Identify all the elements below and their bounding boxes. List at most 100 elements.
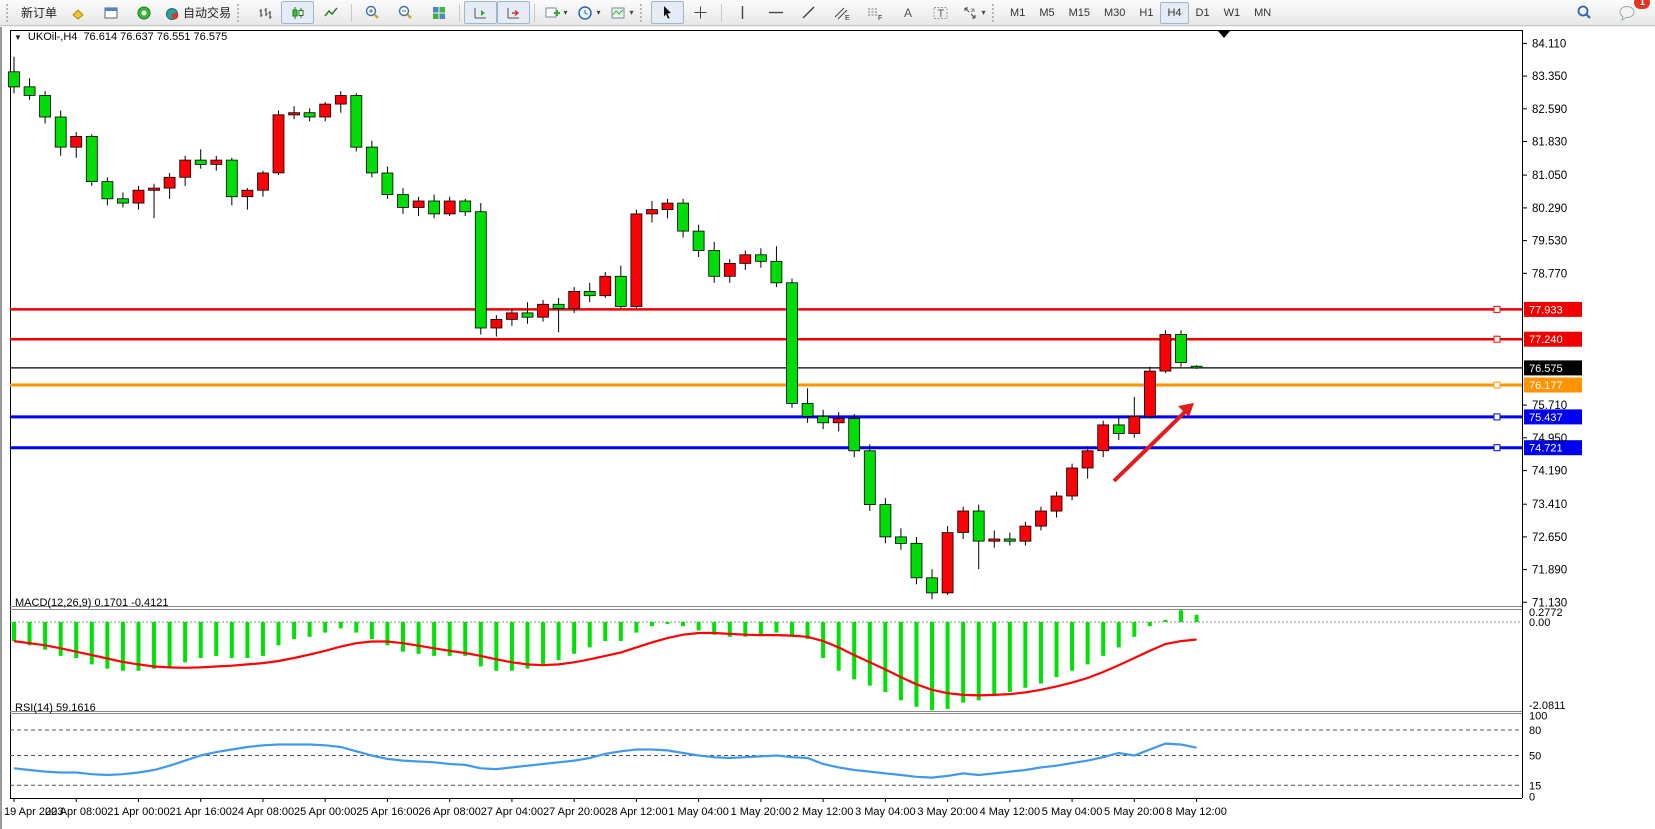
templates-menu-button[interactable]: ▾ <box>605 1 638 24</box>
horizontal-line-tool-button[interactable] <box>759 1 792 24</box>
macd-scale-label: -2.0811 <box>1529 700 1566 712</box>
candle-up <box>288 112 301 116</box>
chart-shift-button[interactable] <box>497 1 531 24</box>
zoom-in-button[interactable] <box>356 1 389 24</box>
timeframe-D1[interactable]: D1 <box>1195 6 1210 19</box>
add-indicator-icon <box>544 5 560 21</box>
text-label-icon: T <box>932 5 949 21</box>
market-watch-button[interactable] <box>61 1 94 24</box>
timeframe-M1[interactable]: M1 <box>1010 6 1026 19</box>
timeframe-W1[interactable]: W1 <box>1223 6 1241 19</box>
price-axis-label: 81.050 <box>1532 170 1567 182</box>
candle-down <box>225 159 238 198</box>
arrows-tool-button[interactable]: ▾ <box>957 1 990 24</box>
crosshair-tool-button[interactable] <box>684 1 717 24</box>
candlestick-chart-button[interactable] <box>281 1 315 24</box>
time-axis-label: 21 Apr 00:00 <box>107 806 169 818</box>
price-axis-label: 75.710 <box>1532 400 1567 412</box>
time-axis-label: 3 May 20:00 <box>917 806 978 818</box>
price-line-label: 74.721 <box>1524 440 1582 456</box>
hline-anchor[interactable] <box>1493 305 1501 313</box>
zoom-out-button[interactable] <box>389 1 422 24</box>
bar-chart-button[interactable] <box>248 1 281 24</box>
svg-text:A: A <box>904 6 912 20</box>
new-order-button[interactable]: 新订单 <box>17 1 61 24</box>
indicators-menu-button[interactable]: ▾ <box>539 1 572 24</box>
line-chart-button[interactable] <box>314 1 347 24</box>
tile-windows-button[interactable] <box>422 1 455 24</box>
candle-down <box>23 86 36 96</box>
periods-menu-button[interactable]: ▾ <box>572 1 605 24</box>
navigator-button[interactable] <box>127 1 160 24</box>
candle-up <box>1081 450 1094 469</box>
candle-down <box>677 202 689 232</box>
time-axis-label: 4 May 12:00 <box>980 806 1041 818</box>
candle-up <box>941 532 954 594</box>
chat-bubble-icon <box>1618 4 1636 21</box>
candle-down <box>365 146 378 174</box>
candle-up <box>1159 334 1172 372</box>
hline-anchor[interactable] <box>1493 444 1501 452</box>
trend-arrow-annotation[interactable] <box>1112 403 1194 483</box>
candle-down <box>583 290 596 297</box>
candle-down <box>459 200 472 213</box>
candle-up <box>257 172 269 191</box>
time-axis-label: 19 Apr 2023 <box>4 806 63 818</box>
hline-anchor[interactable] <box>1493 381 1501 389</box>
cursor-tool-button[interactable] <box>651 1 685 24</box>
crosshair-icon <box>693 5 708 20</box>
fibonacci-tool-button[interactable]: F <box>858 1 891 24</box>
tile-windows-icon <box>431 5 447 21</box>
price-axis-label: 81.830 <box>1532 137 1567 149</box>
price-line-label: 76.575 <box>1524 360 1582 376</box>
trendline-tool-button[interactable] <box>792 1 825 24</box>
data-window-button[interactable] <box>94 1 127 24</box>
autotrading-button[interactable]: 自动交易 <box>160 1 235 24</box>
chart-frame <box>10 30 1523 799</box>
price-line-label: 76.177 <box>1524 377 1582 393</box>
candle-up <box>412 200 425 208</box>
candle-up <box>537 303 549 318</box>
hline-anchor[interactable] <box>1493 335 1501 343</box>
price-line-label: 77.240 <box>1524 331 1582 347</box>
zoom-in-icon <box>364 4 381 21</box>
candle-up <box>272 114 285 174</box>
price-axis-label: 84.110 <box>1532 38 1566 50</box>
timeframe-H1[interactable]: H1 <box>1139 6 1154 19</box>
candle-up <box>568 290 581 309</box>
candle-down <box>1190 365 1203 369</box>
candle-up <box>630 213 643 307</box>
time-axis-label: 20 Apr 08:00 <box>45 806 107 818</box>
pane-splitter[interactable] <box>10 711 1522 714</box>
svg-text:76.177: 76.177 <box>1529 380 1563 392</box>
candle-down <box>428 200 441 215</box>
candle-down <box>755 254 767 262</box>
notifications-button[interactable]: 1 <box>1610 0 1650 24</box>
vertical-line-tool-button[interactable] <box>726 1 759 24</box>
equidistant-channel-tool-button[interactable]: E <box>825 1 858 24</box>
zoom-out-icon <box>397 4 414 21</box>
collapse-chart-icon[interactable]: ▼ <box>14 32 22 42</box>
hline-anchor[interactable] <box>1493 413 1501 421</box>
candle-up <box>241 189 254 198</box>
search-button[interactable] <box>1567 1 1600 24</box>
pane-splitter[interactable] <box>10 606 1522 610</box>
price-axis-label: 71.130 <box>1532 597 1567 609</box>
search-icon <box>1575 4 1593 22</box>
chart-shift-marker[interactable] <box>1218 31 1230 38</box>
text-label-tool-button[interactable]: T <box>924 1 957 24</box>
time-axis-label: 26 Apr 08:00 <box>418 806 480 818</box>
time-axis-label: 28 Apr 12:00 <box>605 806 667 818</box>
candle-down <box>614 275 627 307</box>
auto-scroll-button[interactable] <box>464 1 498 24</box>
chart-canvas[interactable]: 77.933 77.240 76.575 76.177 75.437 74.721 84.1… <box>2 27 1655 829</box>
text-tool-button[interactable]: A <box>891 1 924 24</box>
timeframe-MN[interactable]: MN <box>1254 6 1272 19</box>
candle-up <box>148 187 160 191</box>
candle-down <box>895 536 907 544</box>
timeframe-M30[interactable]: M30 <box>1104 6 1126 19</box>
chart-title: ▼ UKOil-,H4 76.614 76.637 76.551 76.575 <box>14 31 227 43</box>
timeframe-M5[interactable]: M5 <box>1039 6 1055 19</box>
timeframe-M15[interactable]: M15 <box>1068 6 1090 19</box>
timeframe-H4[interactable]: H4 <box>1160 1 1189 24</box>
